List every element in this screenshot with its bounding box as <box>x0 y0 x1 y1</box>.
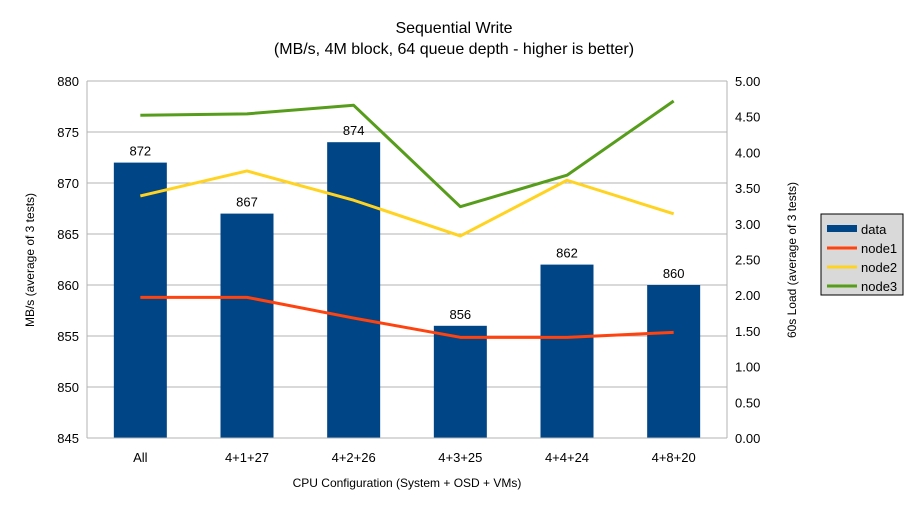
y2-tick-label: 1.00 <box>735 360 760 375</box>
y2-tick-label: 5.00 <box>735 74 760 89</box>
y-tick-label: 870 <box>57 176 79 191</box>
line-series <box>139 99 675 339</box>
y2-tick-label: 4.00 <box>735 145 760 160</box>
x-tick-label: 4+3+25 <box>438 450 482 465</box>
bar <box>327 142 381 438</box>
legend-label-node3: node3 <box>861 279 897 294</box>
y-tick-label: 865 <box>57 227 79 242</box>
y2-tick-label: 3.50 <box>735 181 760 196</box>
bar-data-label: 862 <box>556 246 578 261</box>
x-tick-label: 4+8+20 <box>652 450 696 465</box>
legend: data node1 node2 node3 <box>820 213 904 296</box>
bar-series: 872 867 874 856 862 860 <box>113 123 701 438</box>
line-node2 <box>139 169 675 238</box>
legend-label-data: data <box>861 222 887 237</box>
y2-tick-label: 3.00 <box>735 217 760 232</box>
line-node1 <box>140 295 674 339</box>
bar <box>220 213 274 438</box>
bar <box>433 325 487 438</box>
legend-label-node2: node2 <box>861 260 897 275</box>
y-tick-label: 875 <box>57 125 79 140</box>
x-tick-label: 4+2+26 <box>332 450 376 465</box>
bar <box>647 285 701 438</box>
y2-tick-label: 4.50 <box>735 110 760 125</box>
bar-data-label: 874 <box>343 123 365 138</box>
x-tick-label: 4+1+27 <box>225 450 269 465</box>
y2-tick-label: 0.00 <box>735 431 760 446</box>
chart-title: Sequential Write <box>395 20 512 37</box>
y2-axis-label: 60s Load (average of 3 tests) <box>785 182 799 338</box>
axes: 845 850 855 860 865 870 875 880 0.00 0.50 1.00 1.50… <box>57 74 760 465</box>
y-tick-label: 850 <box>57 380 79 395</box>
gridlines <box>87 80 727 439</box>
y-axis-label: MB/s (average of 3 tests) <box>23 193 37 327</box>
x-axis-label: CPU Configuration (System + OSD + VMs) <box>293 476 522 490</box>
y-tick-label: 880 <box>57 74 79 89</box>
bar-data-label: 856 <box>449 307 471 322</box>
legend-label-node1: node1 <box>861 241 897 256</box>
legend-swatch-data <box>827 225 857 232</box>
line-node3 <box>140 99 675 209</box>
bar-data-label: 860 <box>663 266 685 281</box>
y-tick-label: 845 <box>57 431 79 446</box>
y2-tick-label: 2.00 <box>735 288 760 303</box>
bar-data-label: 867 <box>236 195 258 210</box>
bar <box>113 162 167 438</box>
chart-subtitle: (MB/s, 4M block, 64 queue depth - higher… <box>274 41 634 58</box>
bar <box>540 264 594 438</box>
y-tick-label: 860 <box>57 278 79 293</box>
y2-tick-label: 1.50 <box>735 324 760 339</box>
y-tick-label: 855 <box>57 329 79 344</box>
y2-tick-label: 2.50 <box>735 253 760 268</box>
y2-tick-label: 0.50 <box>735 395 760 410</box>
bar-data-label: 872 <box>129 144 151 159</box>
x-tick-label: All <box>133 450 148 465</box>
x-tick-label: 4+4+24 <box>545 450 589 465</box>
